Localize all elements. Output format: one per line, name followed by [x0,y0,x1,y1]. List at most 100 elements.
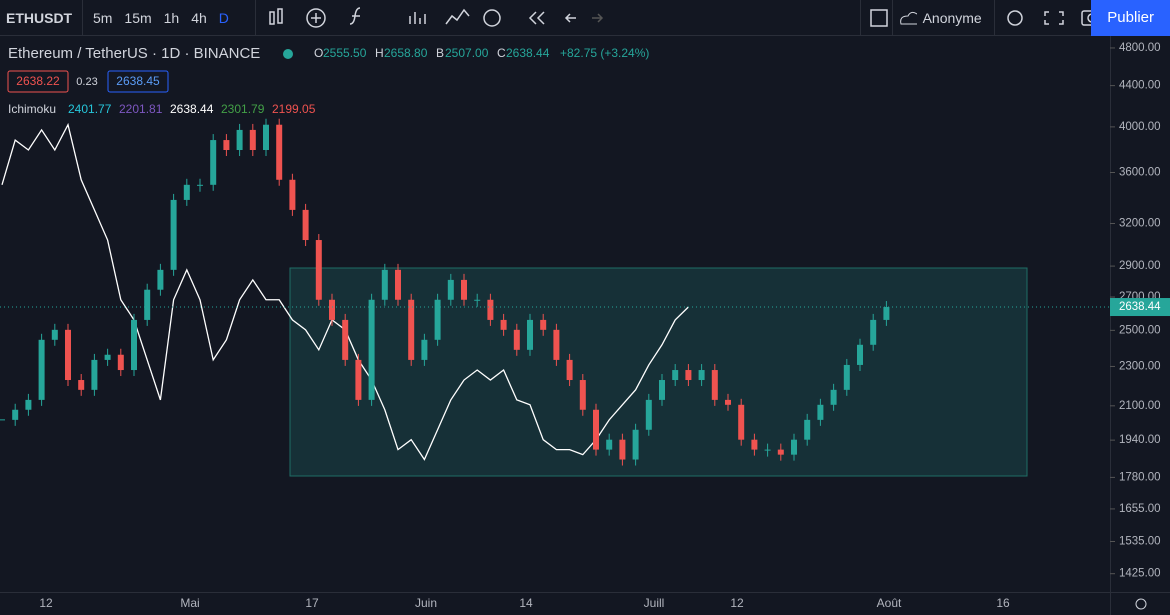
candle [711,370,718,400]
interval[interactable]: 4h [191,9,207,26]
candle [632,429,639,460]
last-price-label: 2638.44 [1119,301,1161,313]
y-tick-label: 4400.00 [1119,80,1161,92]
candle [606,439,613,450]
candles-icon[interactable] [268,10,275,25]
candle [408,299,415,360]
alert-icon[interactable] [482,8,501,27]
candle [170,199,177,270]
right-icons [1007,9,1092,26]
candle [276,124,283,180]
candle [461,279,467,300]
candle [78,380,85,390]
candle [342,319,349,360]
candle [645,399,652,430]
ohlc-value: 2638.44 [506,46,550,60]
candle [883,307,890,320]
y-tick-label: 2500.00 [1119,324,1161,336]
toolbar: ETHUSDT 5m 15m 1h 4h D Anonyme Publier [0,0,1170,36]
x-tick-label: 14 [519,596,533,610]
interval[interactable]: D [218,9,229,26]
ohlc-label: B [436,46,444,60]
legend-title: Ethereum / TetherUS · 1D · BINANCE [8,45,260,62]
layout-icon[interactable] [865,0,888,36]
y-tick-label: 3600.00 [1119,167,1161,179]
y-tick-label: 1780.00 [1119,471,1161,483]
candle [685,370,692,381]
candle [381,269,388,300]
x-tick-label: Août [877,596,902,610]
undo-icon[interactable] [564,12,576,23]
ask: 2638.45 [116,74,160,88]
y-tick-label: 1655.00 [1119,503,1161,515]
candle [843,364,850,390]
ohlc-label: H [375,46,384,60]
last-price-box [1110,298,1170,317]
candle [659,380,665,400]
fx-icon[interactable] [349,6,360,25]
candle [65,329,71,381]
chart: Ethereum / TetherUS · 1D · BINANCE O 2555… [0,36,1170,615]
candle [513,329,520,350]
indicator-name: Ichimoku [8,102,56,116]
interval[interactable]: 1h [163,9,180,26]
ask-box[interactable] [107,70,169,93]
user[interactable]: Anonyme [922,9,982,26]
candle [830,389,837,405]
indicator-value: 2638.44 [170,102,214,116]
bars-icon[interactable] [408,11,426,24]
interval[interactable]: 15m [124,9,152,26]
candle [500,319,507,330]
candle [751,439,758,450]
candle [619,439,626,460]
interval[interactable]: 5m [92,9,113,26]
candle [104,354,111,360]
publish-button[interactable]: Publier [1091,0,1170,36]
candle [157,269,164,290]
redo-icon [591,12,603,23]
ohlc-label: O [314,46,323,60]
candle [249,129,256,150]
compare-icon[interactable] [445,8,470,24]
status-dot [283,49,293,59]
candle [566,359,573,381]
indicator-value: 2301.79 [221,102,265,116]
bid: 2638.22 [16,74,60,88]
candle [791,439,797,455]
y-tick-label: 3200.00 [1119,218,1161,230]
x-tick-label: 17 [305,596,319,610]
y-tick-label: 2100.00 [1119,400,1161,412]
candle [236,129,243,150]
candle [289,179,296,210]
y-tick-label: 1940.00 [1119,434,1161,446]
x-tick-label: 12 [39,596,53,610]
candle [51,329,58,340]
toolbar-icons [268,6,603,28]
spread: 0.23 [76,76,97,88]
candle [698,370,705,381]
candle [764,449,771,451]
x-tick-label: 12 [730,596,744,610]
candle [817,404,824,420]
candle [263,124,269,150]
candle [210,140,217,185]
replay-icon[interactable] [528,10,545,25]
candle [777,449,784,455]
candle [857,344,863,365]
candle [91,359,98,390]
candle [315,240,322,300]
add-icon[interactable] [305,7,326,28]
symbol[interactable]: ETHUSDT [6,9,73,26]
x-tick-label: Juin [415,596,437,610]
candle [738,404,745,440]
candle [540,319,547,330]
bid-box[interactable] [7,70,69,93]
ohlc-label: C [497,46,506,60]
settings-icon[interactable] [1135,598,1147,610]
candle [117,354,124,371]
candle [447,279,454,300]
candle [183,184,190,200]
candle [579,380,586,410]
candle [329,299,335,320]
axis-border [0,592,1170,593]
